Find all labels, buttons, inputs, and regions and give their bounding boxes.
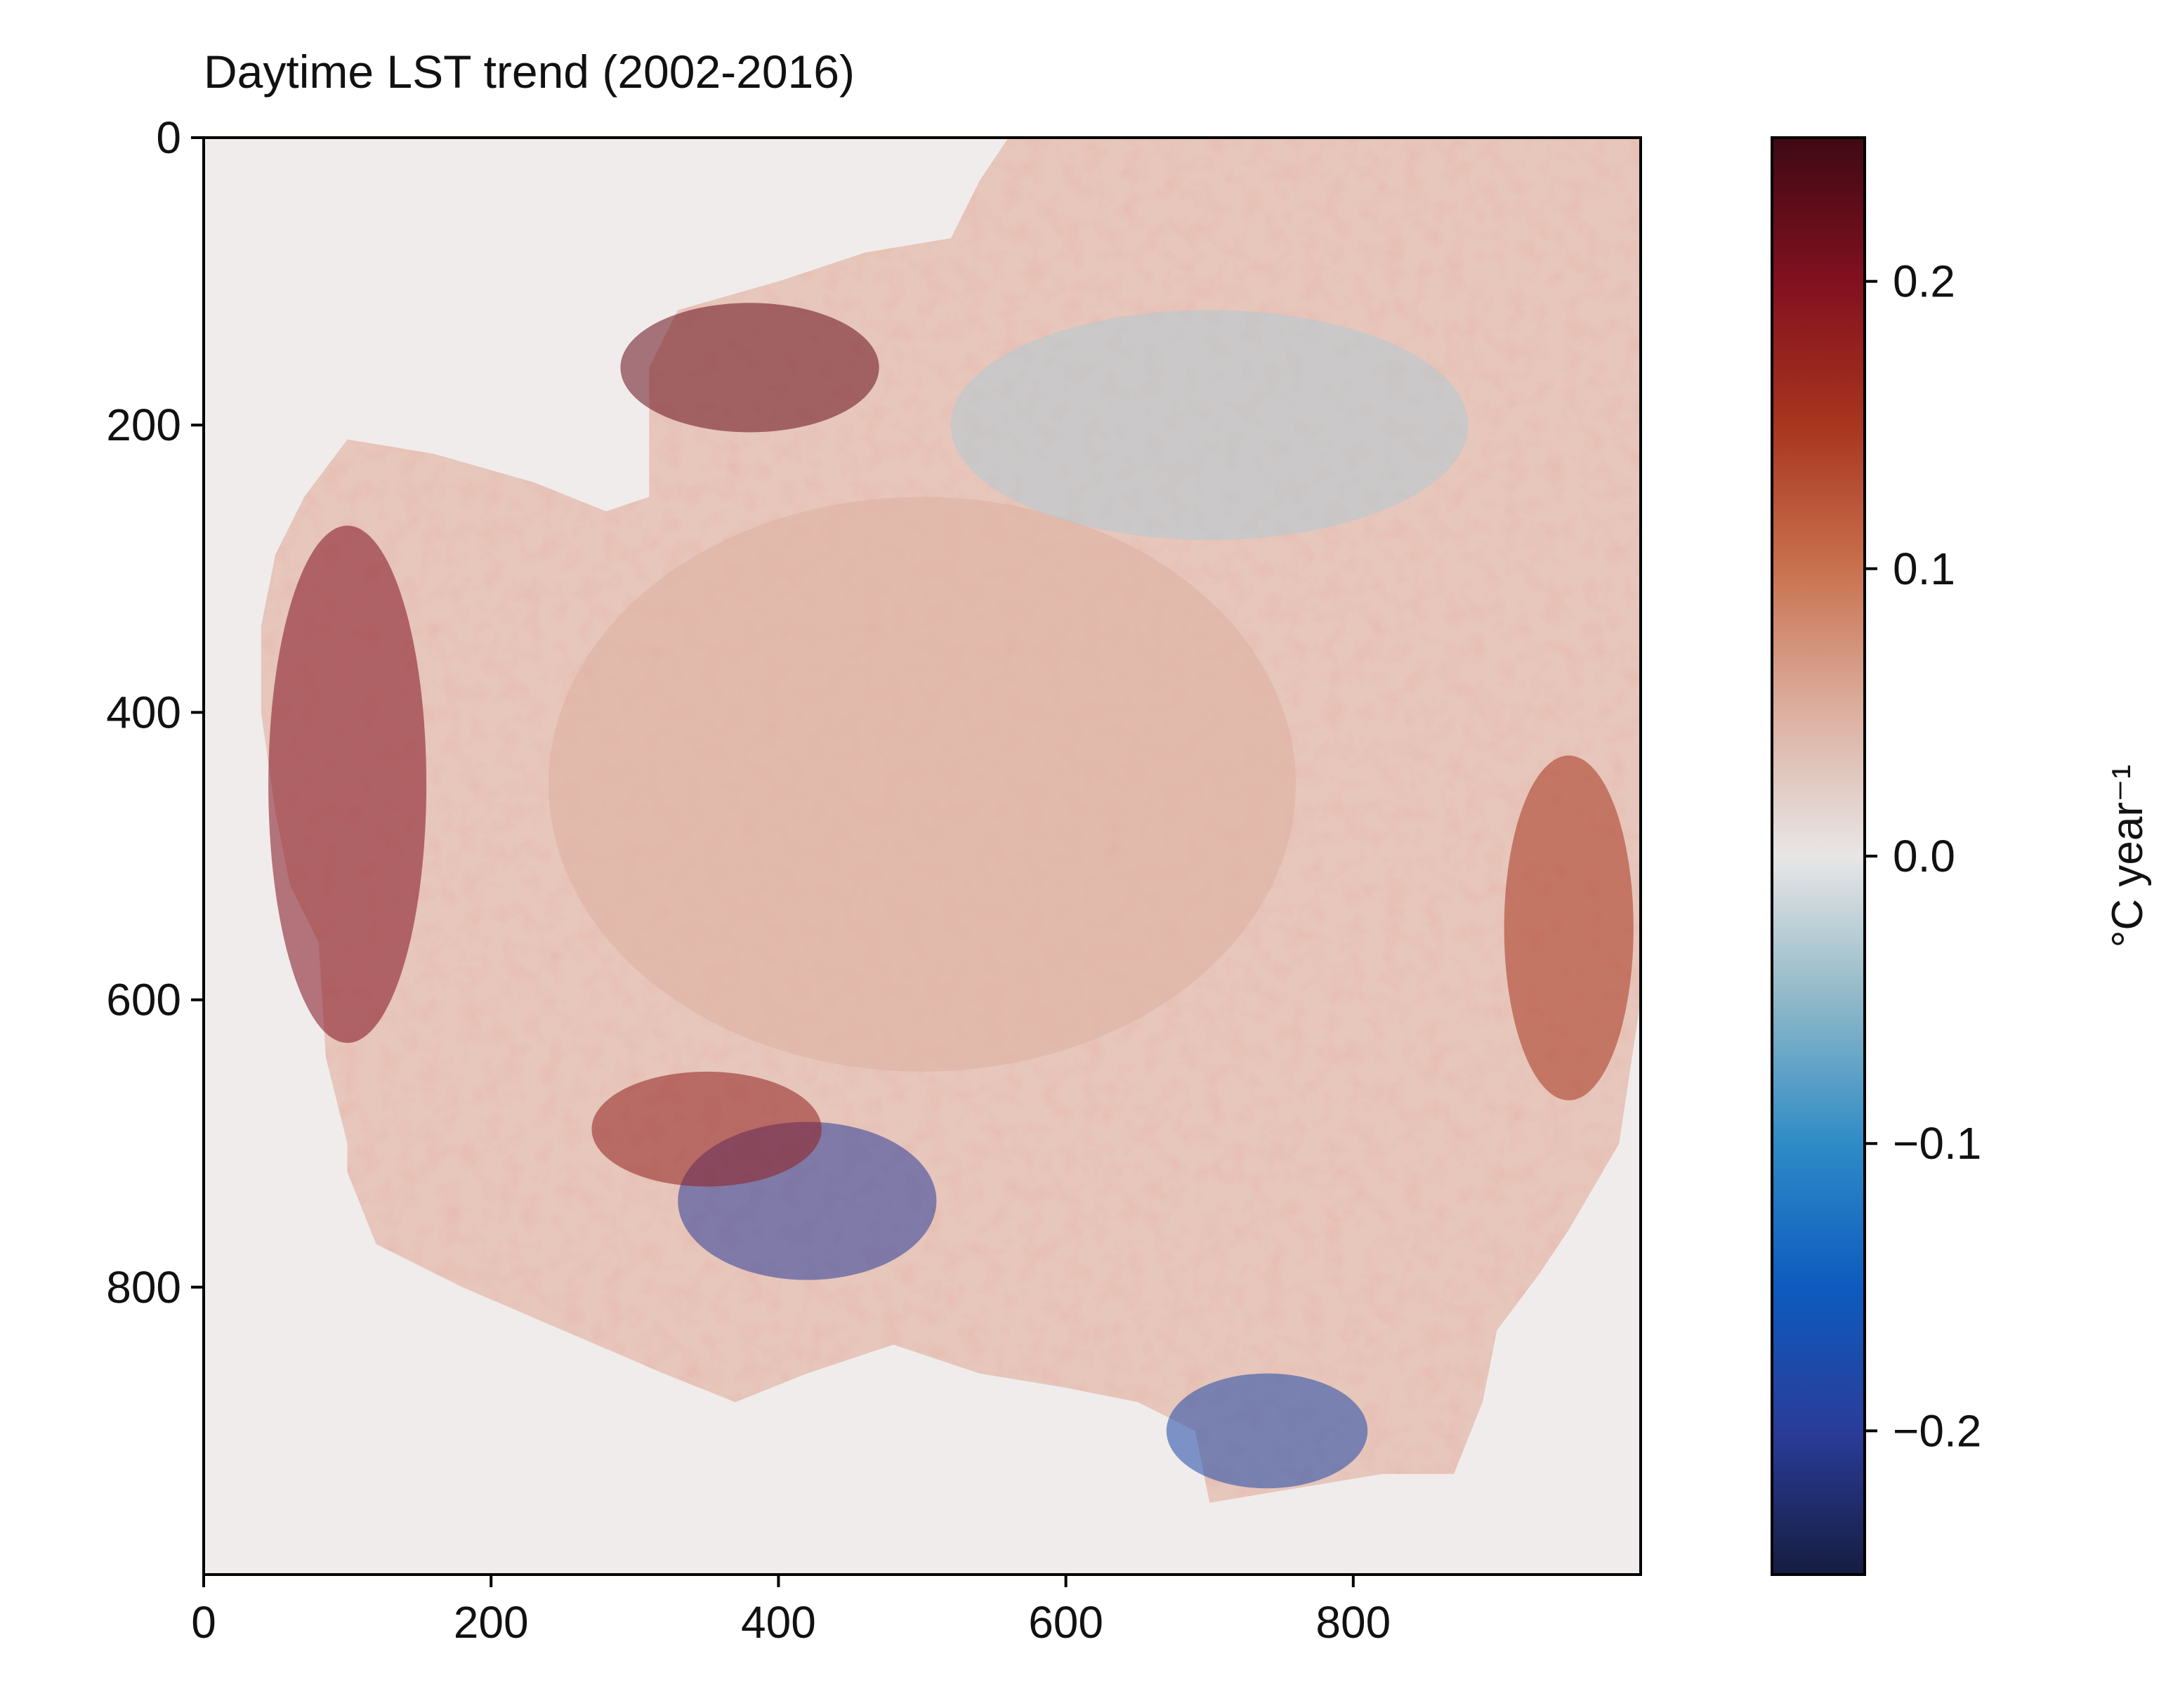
plot-frame	[202, 136, 1642, 1576]
y-tick-label: 0	[156, 112, 181, 163]
y-axis: 0 200 400 600 800	[106, 112, 204, 1313]
x-tick-label: 200	[454, 1597, 529, 1648]
y-tick-label: 800	[106, 1262, 181, 1313]
x-tick-label: 600	[1028, 1597, 1103, 1648]
y-tick-label: 400	[106, 687, 181, 737]
colorbar-tick-label: −0.2	[1893, 1405, 1981, 1456]
region-interior-mild-warming	[549, 497, 1296, 1072]
region-east-edge-warming	[1504, 755, 1634, 1101]
colorbar-tick-label: 0.1	[1893, 544, 1955, 594]
trend-regions	[268, 303, 1634, 1489]
y-tick-label: 600	[106, 975, 181, 1025]
x-tick-label: 800	[1315, 1597, 1391, 1648]
colorbar: 0.2 0.1 0.0 −0.1 −0.2 °C year⁻¹	[1771, 136, 2152, 1576]
region-northwest-coast-warming	[620, 303, 879, 433]
colorbar-ticks: 0.2 0.1 0.0 −0.1 −0.2	[1865, 256, 1981, 1456]
x-axis: 0 200 400 600 800	[191, 1575, 1391, 1648]
y-tick-label: 200	[106, 400, 181, 450]
x-tick-label: 0	[191, 1597, 216, 1648]
colorbar-gradient	[1771, 136, 1866, 1576]
chart-title: Daytime LST trend (2002-2016)	[204, 46, 855, 98]
region-south-east-cooling	[1166, 1373, 1368, 1489]
region-northeast-mild-cooling	[950, 310, 1469, 540]
region-west-coast-warming	[268, 525, 427, 1043]
colorbar-tick-label: 0.0	[1893, 831, 1955, 881]
x-tick-label: 400	[741, 1597, 816, 1648]
region-south-warming	[591, 1071, 822, 1187]
heatmap-area	[204, 138, 1641, 1575]
colorbar-tick-label: −0.1	[1893, 1118, 1981, 1169]
colorbar-tick-label: 0.2	[1893, 256, 1955, 307]
colorbar-label: °C year⁻¹	[2103, 765, 2152, 948]
